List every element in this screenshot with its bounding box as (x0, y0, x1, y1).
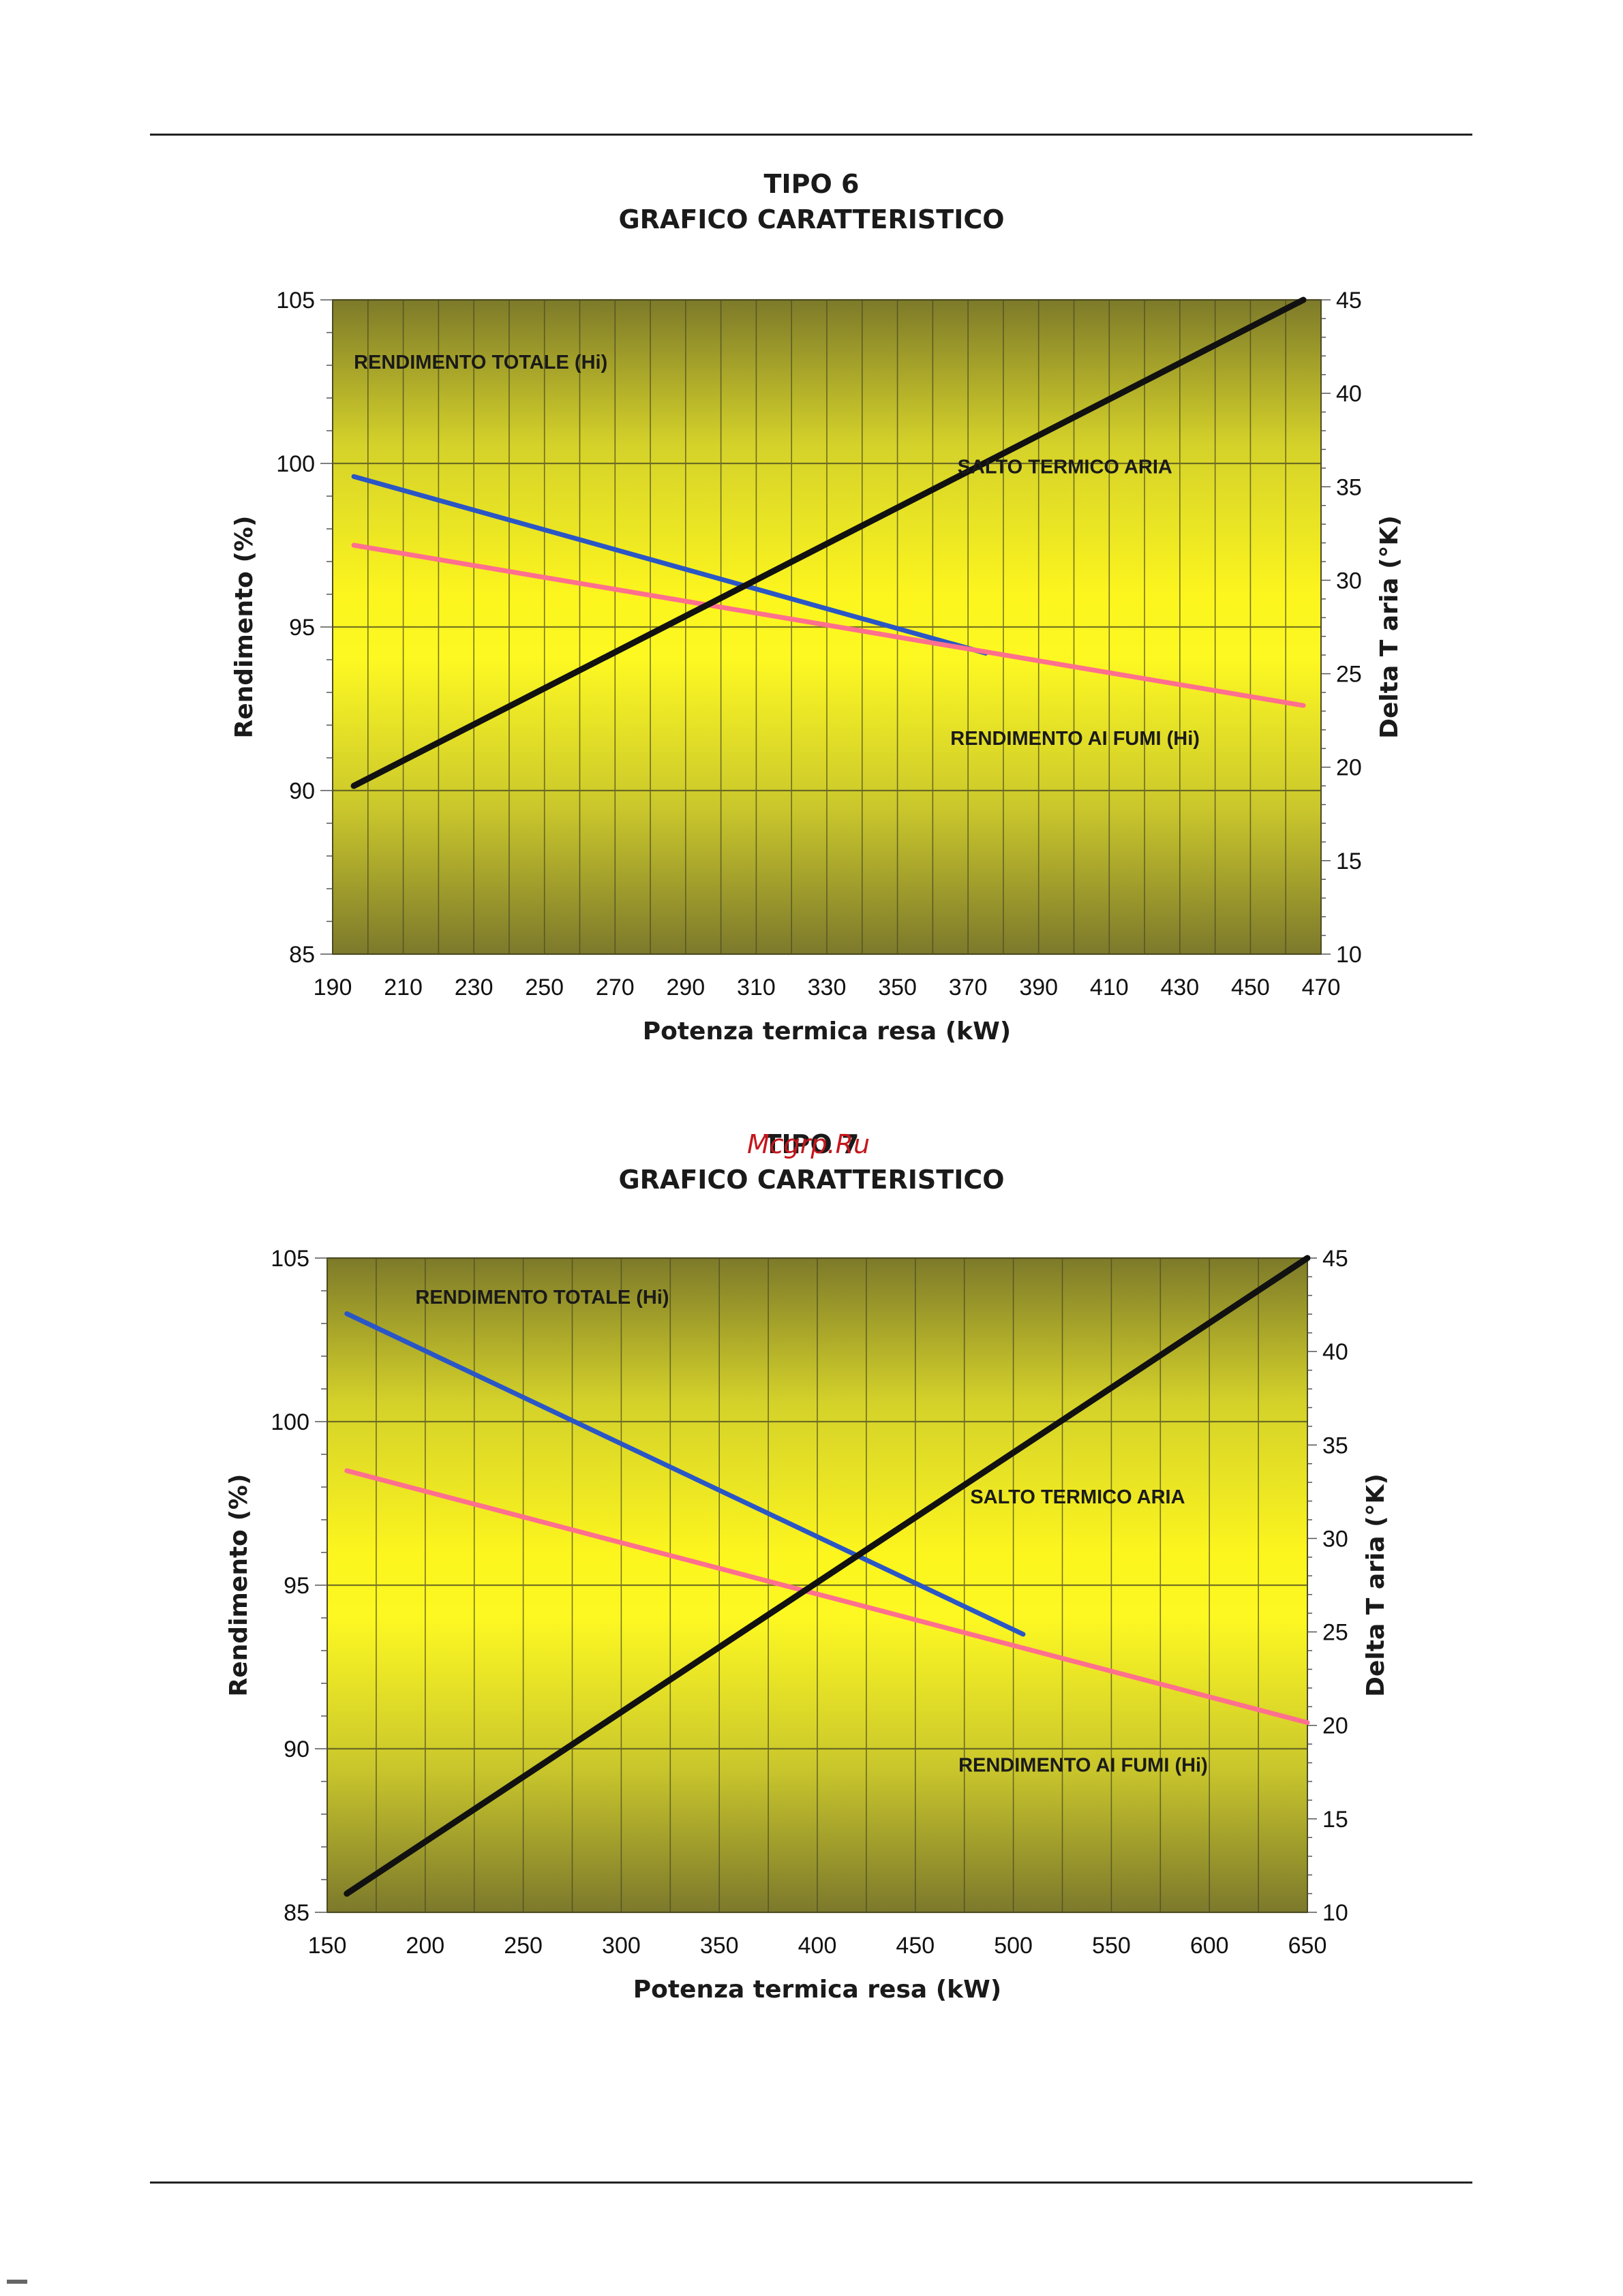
series-annotation-2: RENDIMENTO AI FUMI (Hi) (958, 1755, 1208, 1777)
x-tick-label: 650 (1288, 1933, 1327, 1959)
y2-axis-label: Delta T aria (°K) (1362, 1473, 1390, 1697)
series-line-0 (351, 474, 988, 656)
x-tick-label: 270 (596, 975, 635, 1000)
series-annotation-0: RENDIMENTO TOTALE (Hi) (415, 1287, 669, 1308)
y2-axis-label: Delta T aria (°K) (1376, 515, 1404, 739)
x-tick-label: 200 (406, 1933, 444, 1959)
y2-tick-label: 40 (1322, 1339, 1348, 1365)
axis-ticks (315, 1257, 1317, 1913)
series-line-2 (344, 1255, 1311, 1897)
x-tick-label: 150 (308, 1933, 347, 1959)
x-tick-label: 190 (314, 975, 352, 1000)
y-tick-label: 85 (289, 942, 315, 968)
y2-tick-label: 40 (1336, 381, 1362, 407)
x-tick-label: 310 (737, 975, 776, 1000)
axis-ticks (320, 299, 1331, 955)
chart2-title: TIPO 7 (763, 1129, 860, 1159)
y-tick-label: 85 (284, 1900, 309, 1926)
y2-tick-label: 25 (1336, 662, 1362, 688)
y-tick-label: 95 (289, 615, 315, 641)
x-tick-label: 550 (1092, 1933, 1131, 1959)
y2-tick-label: 30 (1322, 1526, 1348, 1552)
x-tick-label: 430 (1160, 975, 1199, 1000)
y-axis-label: Rendimento (%) (230, 516, 258, 739)
y2-tick-label: 25 (1322, 1620, 1348, 1646)
series-line-2 (350, 296, 1307, 789)
y-tick-label: 95 (284, 1573, 309, 1599)
bottom-rule (150, 2182, 1472, 2184)
y2-tick-label: 30 (1336, 568, 1362, 594)
y2-tick-label: 20 (1336, 755, 1362, 781)
series-annotation-1: SALTO TERMICO ARIA (958, 456, 1172, 478)
y-tick-label: 90 (289, 778, 315, 804)
y2-tick-label: 45 (1322, 1246, 1348, 1272)
y2-tick-label: 10 (1336, 942, 1362, 968)
x-tick-label: 370 (949, 975, 988, 1000)
chart-tipo-6: 85 90 95 100 105 10 15 20 25 30 35 40 45 190 210 230 250… (230, 288, 1404, 1045)
chart2-subtitle: GRAFICO CARATTERISTICO (618, 1165, 1005, 1195)
top-rule (150, 134, 1472, 136)
y-tick-label: 100 (271, 1409, 309, 1435)
x-tick-label: 390 (1019, 975, 1058, 1000)
y2-tick-label: 15 (1336, 848, 1362, 874)
series-annotation-0: RENDIMENTO TOTALE (Hi) (354, 352, 607, 373)
y2-tick-label: 15 (1322, 1807, 1348, 1833)
x-tick-label: 300 (602, 1933, 641, 1959)
y-tick-label: 105 (276, 288, 315, 313)
x-tick-label: 450 (896, 1933, 935, 1959)
x-tick-label: 230 (455, 975, 494, 1000)
x-tick-label: 250 (525, 975, 564, 1000)
x-tick-label: 350 (878, 975, 917, 1000)
y-tick-label: 105 (271, 1246, 309, 1272)
x-tick-label: 400 (798, 1933, 837, 1959)
x-axis-label: Potenza termica resa (kW) (633, 1976, 1002, 2004)
x-tick-label: 470 (1302, 975, 1341, 1000)
chart1-subtitle: GRAFICO CARATTERISTICO (618, 204, 1005, 234)
y2-tick-label: 20 (1322, 1713, 1348, 1739)
y-tick-label: 100 (276, 451, 315, 477)
x-tick-label: 600 (1190, 1933, 1229, 1959)
y2-tick-label: 35 (1336, 474, 1362, 500)
x-tick-label: 350 (700, 1933, 739, 1959)
y2-tick-label: 35 (1322, 1433, 1348, 1458)
x-axis-label: Potenza termica resa (kW) (643, 1017, 1012, 1045)
series-line-1 (351, 542, 1306, 708)
x-tick-label: 210 (384, 975, 423, 1000)
x-tick-label: 450 (1231, 975, 1270, 1000)
series-annotation-1: SALTO TERMICO ARIA (970, 1486, 1185, 1508)
series-line-1 (344, 1468, 1310, 1726)
series-annotation-2: RENDIMENTO AI FUMI (Hi) (950, 728, 1200, 750)
series-line-0 (344, 1311, 1026, 1637)
chart-tipo-7: 85 90 95 100 105 10 15 20 25 30 35 40 45 150 200 250 300… (225, 1246, 1390, 2004)
x-tick-label: 250 (504, 1933, 543, 1959)
y2-tick-label: 45 (1336, 288, 1362, 313)
x-tick-label: 500 (994, 1933, 1033, 1959)
watermark-text: Mcgrp.Ru (747, 1129, 870, 1159)
x-tick-label: 290 (666, 975, 705, 1000)
corner-mark (7, 2280, 27, 2284)
y2-tick-label: 10 (1322, 1900, 1348, 1926)
chart1-title: TIPO 6 (763, 169, 860, 199)
y-tick-label: 90 (284, 1736, 309, 1762)
x-tick-label: 410 (1090, 975, 1129, 1000)
y-axis-label: Rendimento (%) (225, 1474, 253, 1697)
x-tick-label: 330 (808, 975, 847, 1000)
